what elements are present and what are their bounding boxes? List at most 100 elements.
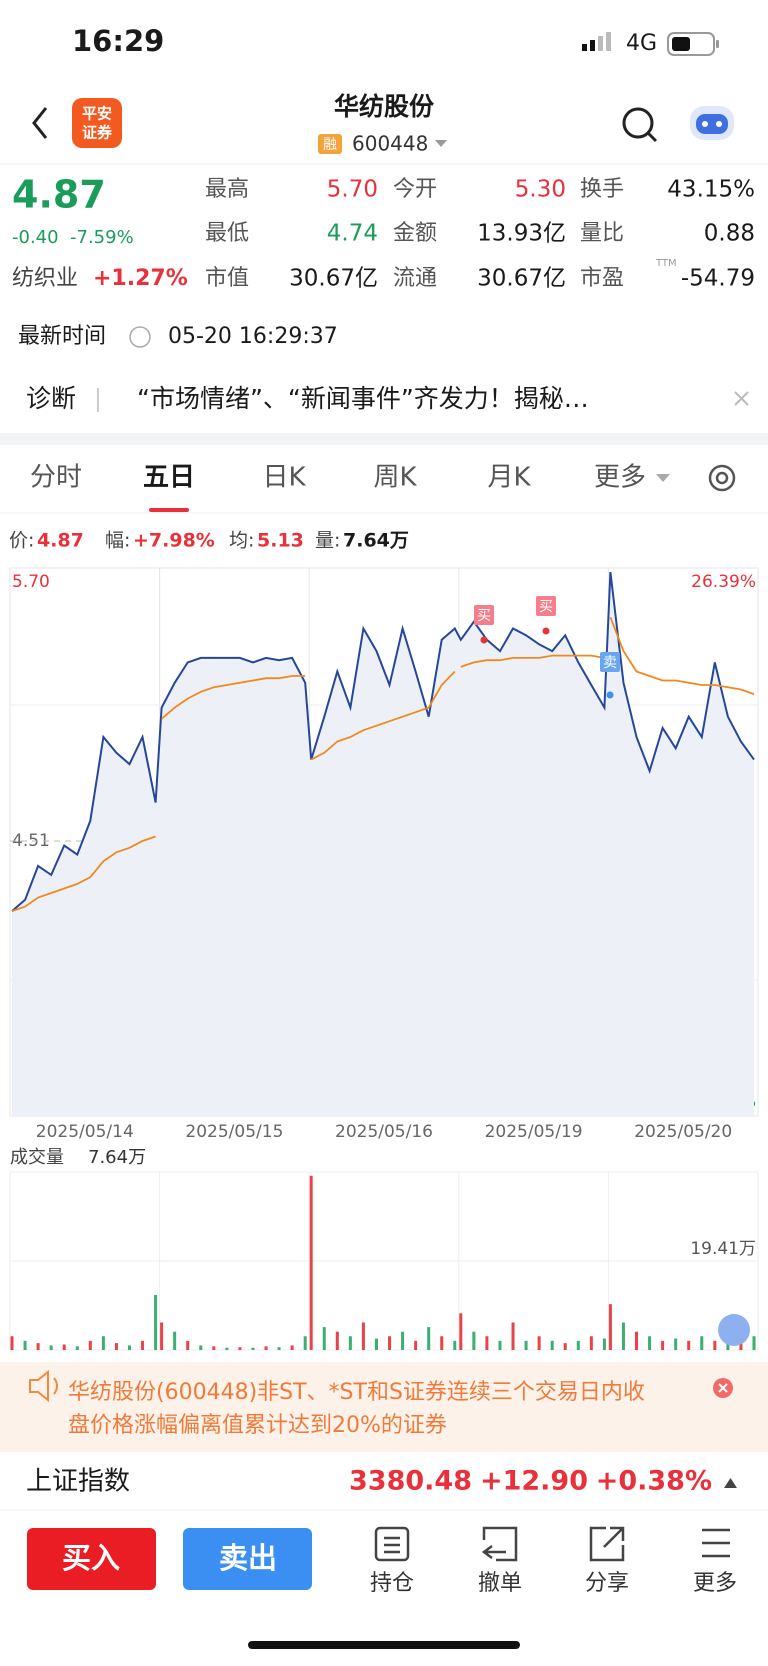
latest-time-label: 最新时间 [18,324,106,349]
stat-value: -54.79 [681,266,755,292]
period-tab[interactable]: 更多 [594,463,646,493]
stat-label: 最高 [205,177,249,202]
info-label: 均: [229,530,254,552]
dropdown-arrow[interactable] [435,140,447,147]
info-value: 5.13 [257,530,304,552]
alert-text: 盘价格涨幅偏离值累计达到20%的证券 [68,1413,447,1438]
average-line [609,616,755,695]
index-value: 3380.48 [349,1466,472,1497]
volume-bar [414,1340,418,1350]
volume-bar [511,1322,515,1350]
y-tick-label: 4.51 [12,831,50,851]
volume-bar [127,1345,131,1350]
volume-bar [303,1336,307,1350]
volume-bar [309,1175,313,1350]
search-button[interactable] [622,107,654,139]
volume-bar [472,1331,476,1350]
logo[interactable] [72,98,122,148]
average-line [460,654,605,668]
trade-dot [480,636,488,644]
volume-bar [348,1336,352,1350]
info-value: 4.87 [37,530,84,552]
volume-bar [498,1340,502,1350]
volume-bar [635,1331,639,1350]
alert-banner [0,1362,768,1452]
period-tab[interactable]: 五日 [143,463,195,493]
volume-bar [713,1340,717,1350]
x-tick-label: 2025/05/15 [185,1122,283,1142]
volume-bar [101,1336,105,1350]
price-area [12,572,754,1116]
volume-bar [524,1340,528,1350]
trade-dot [542,627,550,635]
toolbar-label[interactable]: 更多 [693,1571,737,1596]
volume-bar [608,1304,612,1350]
period-tab[interactable]: 周K [373,463,417,493]
toolbar-label[interactable]: 分享 [585,1571,629,1596]
volume-bar [88,1340,92,1350]
stat-label: 最低 [205,221,249,246]
buy-label[interactable]: 买入 [62,1541,120,1575]
trade-marker-label: 买 [477,608,491,624]
x-tick-label: 2025/05/16 [335,1122,433,1142]
industry-change: +1.27% [93,266,188,291]
buy-button[interactable] [27,1528,156,1590]
toolbar-label[interactable]: 持仓 [370,1571,414,1596]
active-tab-indicator [149,508,189,512]
volume-bar [361,1322,365,1350]
period-tab[interactable]: 分时 [30,463,82,493]
settings-button[interactable] [708,464,736,492]
signal-icon [582,32,611,51]
close-button[interactable] [734,391,749,406]
trade-marker [474,605,494,625]
volume-bar [621,1322,625,1350]
logo-text: 平安 [82,105,112,123]
stat-value: 43.15% [667,177,755,203]
back-button[interactable] [32,107,48,139]
sell-label[interactable]: 卖出 [219,1541,277,1575]
volume-bar [62,1344,66,1350]
info-label: 量: [315,530,340,552]
info-icon[interactable] [129,326,151,348]
period-tab[interactable]: 月K [487,463,531,493]
fullscreen-button[interactable] [718,1314,750,1346]
stat-value: 13.93亿 [477,221,566,247]
volume-bar [374,1338,378,1350]
toolbar-label[interactable]: 撤单 [478,1571,522,1596]
volume-bar [563,1343,567,1350]
volume-value: 7.64万 [88,1147,146,1168]
volume-bar [661,1340,665,1350]
assistant-button[interactable] [690,106,734,140]
period-tab[interactable]: 日K [262,463,306,493]
stat-value: 5.30 [515,177,566,203]
x-tick-label: 2025/05/20 [634,1122,732,1142]
volume-bar [335,1331,339,1350]
volume-bar [322,1327,326,1350]
volume-bar [427,1327,431,1350]
volume-bar [290,1345,294,1350]
diagnosis-label[interactable]: 诊断 [26,384,76,413]
y-tick-label: 19.41万 [690,1239,756,1259]
index-pct: +0.38% [596,1466,712,1497]
volume-bar [23,1340,27,1350]
battery-icon [667,32,719,56]
search-handle [646,131,658,143]
average-line [11,835,156,912]
volume-bar [459,1313,463,1350]
alert-text: 华纺股份(600448)非ST、*ST和S证券连续三个交易日内收 [68,1380,645,1405]
index-name: 上证指数 [26,1467,130,1497]
stat-value: 5.70 [327,177,378,203]
sell-button[interactable] [183,1528,312,1590]
average-line [161,675,306,720]
info-label: 价: [9,530,34,552]
network-type: 4G [626,31,657,56]
volume-bar [752,1336,756,1350]
expand-arrow[interactable] [724,1478,737,1488]
trade-marker-label: 买 [539,599,553,615]
volume-bar [225,1347,229,1350]
trade-dot [606,691,614,699]
margin-badge-text: 融 [323,137,337,153]
volume-bar [114,1343,118,1350]
diagnosis-headline[interactable]: “市场情绪”、“新闻事件”齐发力！揭秘… [137,384,589,413]
volume-bar [687,1340,691,1350]
